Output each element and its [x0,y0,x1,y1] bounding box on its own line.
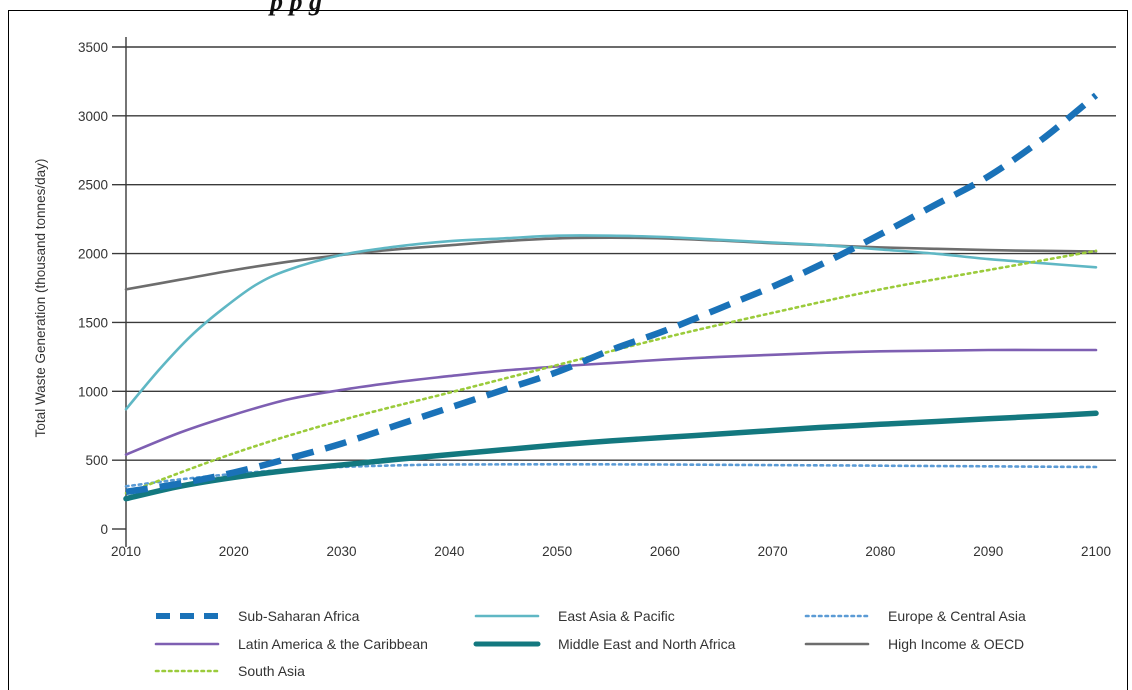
series-line-high-income-oecd [124,236,1098,291]
series-line-east-asia-pacific [124,234,1098,411]
y-tick-label: 1500 [78,315,108,330]
legend-label-latin-america-the-caribbean: Latin America & the Caribbean [238,636,428,652]
legend-label-east-asia-pacific: East Asia & Pacific [558,608,675,624]
legend-label-high-income-oecd: High Income & OECD [888,636,1024,652]
x-tick-label: 2050 [542,544,572,559]
legend-label-middle-east-and-north-africa: Middle East and North Africa [558,636,736,652]
series-line-latin-america-the-caribbean [124,348,1098,456]
x-tick-label: 2020 [219,544,249,559]
series-line-europe-central-asia [124,463,1098,488]
y-tick-label: 3000 [78,109,108,124]
legend: Sub-Saharan Africa East Asia & Pacific Eur… [154,608,1026,679]
x-axis-ticks: 2010 2020 2030 2040 2050 2060 2070 2080 2090 2100 [111,544,1111,559]
y-tick-label: 2500 [78,178,108,193]
x-tick-label: 2100 [1081,544,1111,559]
y-tick-label: 500 [85,453,108,468]
x-tick-label: 2070 [758,544,788,559]
cropped-title-fragment: p p g [270,0,322,16]
x-tick-label: 2030 [327,544,357,559]
series-lines [123,92,1099,502]
y-tick-label: 0 [100,522,108,537]
x-tick-label: 2060 [650,544,680,559]
legend-label-europe-central-asia: Europe & Central Asia [888,608,1026,624]
series-line-sub-saharan-africa [125,92,1099,496]
series-line-south-asia [124,249,1098,495]
legend-label-sub-saharan-africa: Sub-Saharan Africa [238,608,360,624]
x-tick-label: 2040 [434,544,464,559]
y-tick-label: 3500 [78,40,108,55]
y-axis-ticks: 0 500 1000 1500 2000 2500 3000 3500 [78,40,108,537]
y-tick-label: 2000 [78,247,108,262]
x-tick-label: 2080 [865,544,895,559]
gridlines [112,46,1116,530]
y-axis-label: Total Waste Generation (thousand tonnes/… [33,159,48,438]
x-tick-label: 2010 [111,544,141,559]
figure-frame [8,10,1128,690]
x-tick-label: 2090 [973,544,1003,559]
legend-label-south-asia: South Asia [238,663,305,679]
series-line-middle-east-and-north-africa [123,410,1099,502]
y-tick-label: 1000 [78,384,108,399]
